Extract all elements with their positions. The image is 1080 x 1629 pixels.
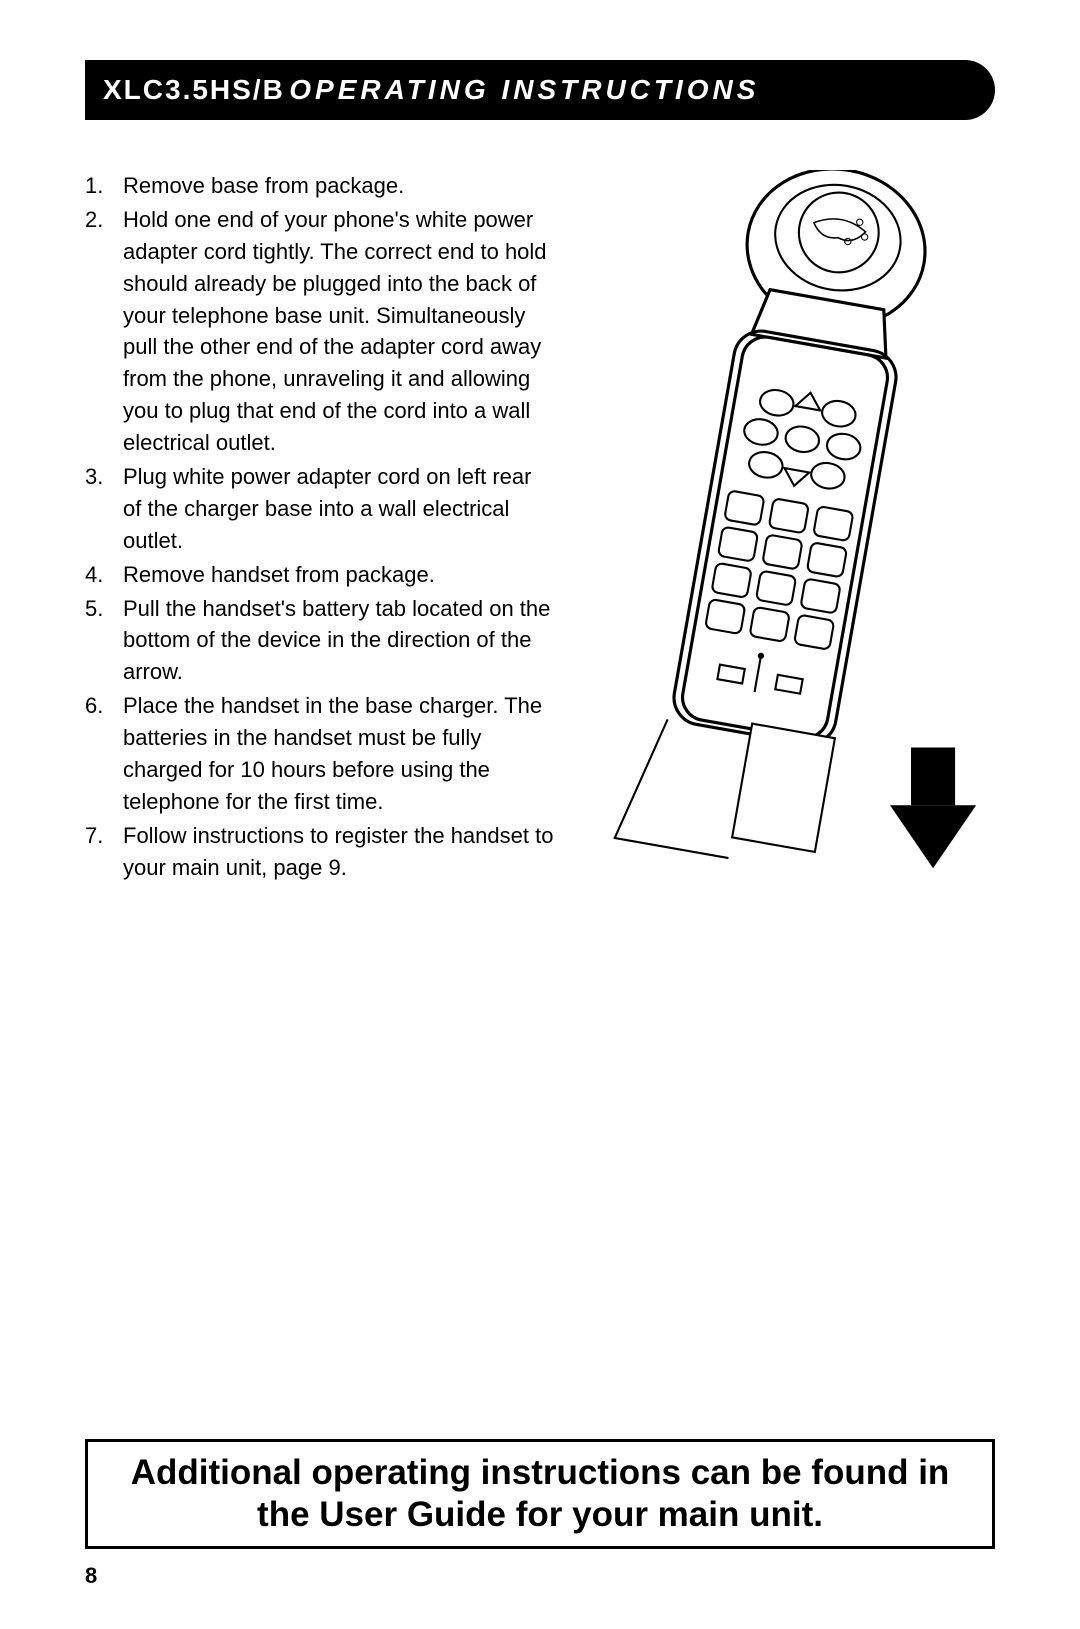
notice-text: Additional operating instructions can be… [108, 1452, 972, 1536]
header-title: OPERATING INSTRUCTIONS [289, 74, 759, 105]
step-item: Follow instructions to register the hand… [85, 820, 555, 884]
step-item: Place the handset in the base charger. T… [85, 690, 555, 818]
content-area: Remove base from package. Hold one end o… [85, 170, 995, 931]
header-model: XLC3.5HS/B [103, 74, 285, 105]
handset-illustration [575, 170, 995, 931]
step-item: Remove handset from package. [85, 559, 555, 591]
step-item: Hold one end of your phone's white power… [85, 204, 555, 459]
down-arrow-icon [890, 748, 976, 869]
steps-ol: Remove base from package. Hold one end o… [85, 170, 555, 884]
notice-box: Additional operating instructions can be… [85, 1439, 995, 1549]
step-item: Plug white power adapter cord on left re… [85, 461, 555, 557]
step-item: Remove base from package. [85, 170, 555, 202]
header-bar: XLC3.5HS/B OPERATING INSTRUCTIONS [85, 60, 995, 120]
instructions-list: Remove base from package. Hold one end o… [85, 170, 555, 931]
step-item: Pull the handset's battery tab located o… [85, 593, 555, 689]
handset-svg [575, 170, 995, 926]
page-number: 8 [85, 1563, 97, 1589]
